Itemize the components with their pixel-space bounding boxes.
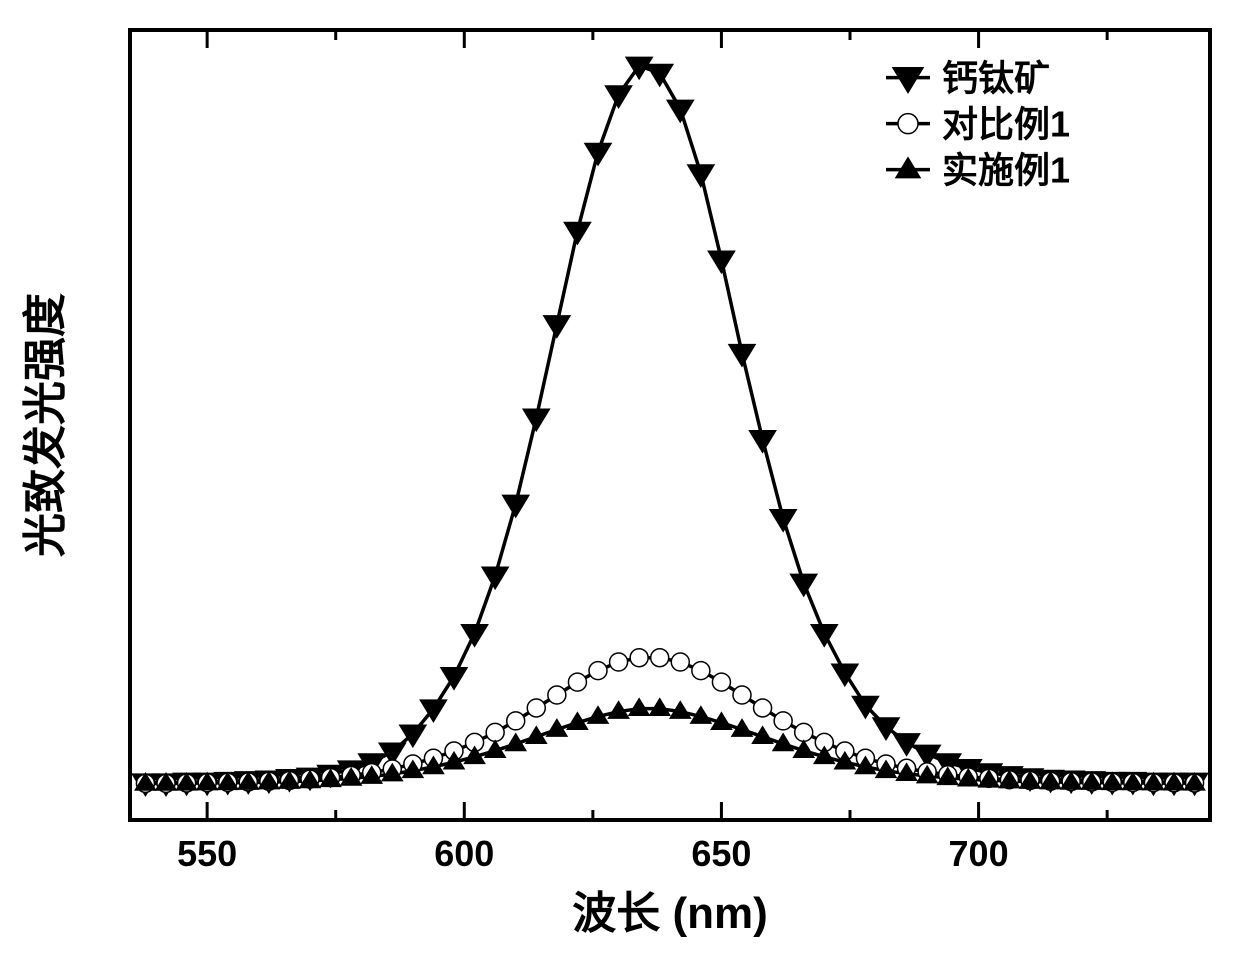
marker [671, 653, 689, 671]
marker [527, 699, 545, 717]
marker [651, 649, 669, 667]
x-tick-label: 600 [434, 833, 494, 874]
marker [568, 673, 586, 691]
marker [733, 686, 751, 704]
legend-label: 实施例1 [942, 149, 1070, 190]
marker [507, 712, 525, 730]
x-axis-label: 波长 (nm) [572, 889, 768, 938]
legend-label: 钙钛矿 [942, 57, 1050, 98]
marker [589, 662, 607, 680]
marker [712, 673, 730, 691]
legend-label: 对比例1 [942, 103, 1070, 144]
x-tick-label: 700 [949, 833, 1009, 874]
x-tick-label: 650 [691, 833, 751, 874]
y-axis-label: 光致发光强度 [21, 293, 70, 557]
marker [754, 699, 772, 717]
legend-marker [898, 114, 918, 134]
pl-spectrum-chart: 550 600 650 700 波长 (nm) 光致发光强度 钙钛矿对比例1 实施例1 [0, 0, 1240, 954]
marker [630, 649, 648, 667]
marker [548, 686, 566, 704]
marker [610, 653, 628, 671]
marker [795, 723, 813, 741]
marker [486, 723, 504, 741]
x-tick-label: 550 [177, 833, 237, 874]
marker [692, 662, 710, 680]
marker [774, 712, 792, 730]
